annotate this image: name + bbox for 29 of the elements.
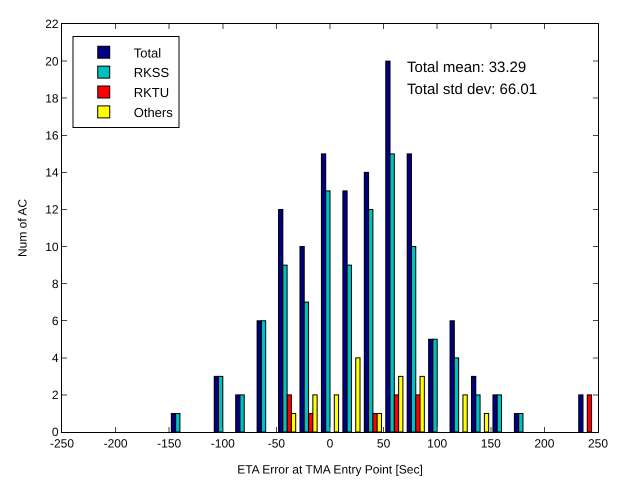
y-tick-label: 20 bbox=[45, 54, 59, 68]
x-tick-label: 250 bbox=[588, 436, 608, 450]
x-tick-label: -150 bbox=[157, 436, 182, 450]
x-tick-label: -50 bbox=[268, 436, 286, 450]
x-tick-label: -100 bbox=[210, 436, 236, 450]
x-tick-label: 150 bbox=[480, 436, 502, 450]
legend-label: RKSS bbox=[134, 65, 170, 80]
y-tick-label: 4 bbox=[52, 351, 59, 366]
legend-label: RKTU bbox=[134, 85, 170, 100]
y-tick-label: 10 bbox=[45, 240, 59, 254]
y-tick-label: 18 bbox=[45, 91, 59, 106]
y-tick-label: 22 bbox=[45, 17, 59, 32]
y-axis-title: Num of AC bbox=[16, 198, 30, 258]
y-tick-label: 6 bbox=[52, 314, 59, 328]
y-tick-label: 16 bbox=[45, 128, 59, 142]
legend-label: Total bbox=[134, 45, 162, 60]
x-tick-label: -200 bbox=[104, 436, 128, 450]
y-tick-label: 14 bbox=[45, 166, 59, 180]
x-tick-label: 100 bbox=[427, 436, 448, 450]
x-tick-label: 50 bbox=[376, 436, 391, 450]
annotation: Total std dev: 66.01 bbox=[407, 81, 538, 98]
x-tick-label: 200 bbox=[534, 436, 555, 450]
legend-label: Others bbox=[134, 104, 174, 120]
annotation: Total mean: 33.29 bbox=[407, 59, 526, 76]
x-axis-title: ETA Error at TMA Entry Point [Sec] bbox=[237, 462, 423, 476]
x-tick-label: 0 bbox=[326, 436, 334, 450]
y-tick-label: 12 bbox=[45, 202, 59, 217]
y-tick-label: 8 bbox=[52, 276, 59, 291]
y-tick-label: 2 bbox=[52, 388, 59, 402]
